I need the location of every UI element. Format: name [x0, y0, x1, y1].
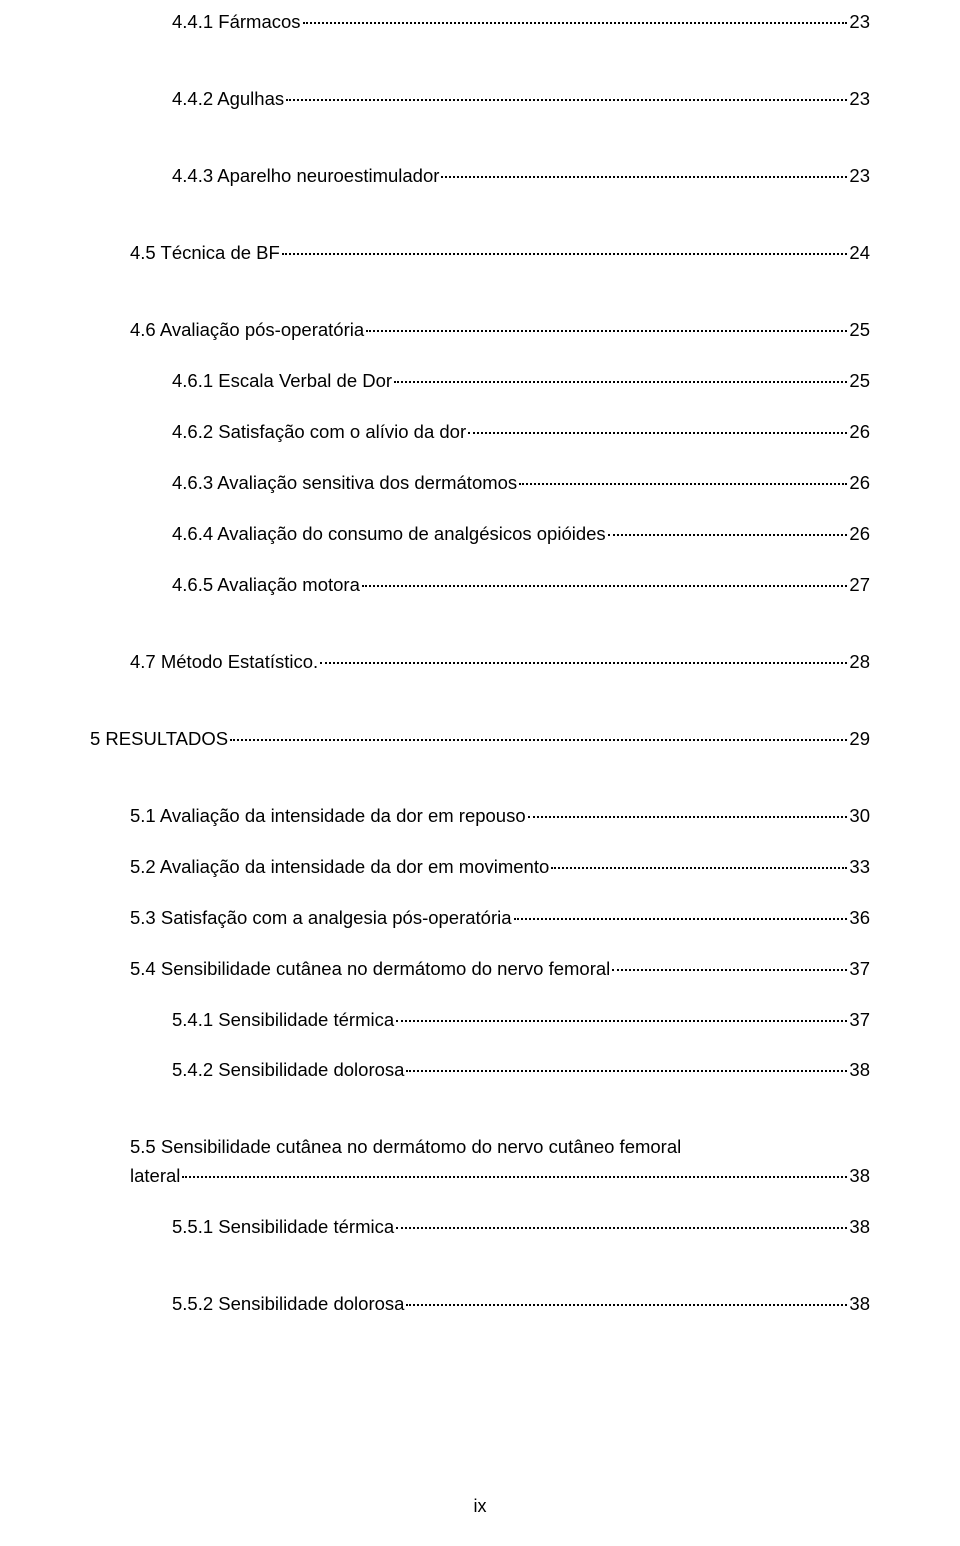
toc-leader	[519, 483, 847, 485]
page-number: ix	[0, 1494, 960, 1518]
toc-page-number: 26	[849, 420, 870, 445]
toc-entry: 4.6.4 Avaliação do consumo de analgésico…	[90, 522, 870, 547]
toc-entry: 5.4 Sensibilidade cutânea no dermátomo d…	[90, 957, 870, 982]
toc-label: 5.5.1 Sensibilidade térmica	[172, 1215, 394, 1240]
toc-entry: 4.6.2 Satisfação com o alívio da dor 26	[90, 420, 870, 445]
toc-label: 4.6.1 Escala Verbal de Dor	[172, 369, 392, 394]
toc-page-number: 24	[849, 241, 870, 266]
toc-entry: 4.6.3 Avaliação sensitiva dos dermátomos…	[90, 471, 870, 496]
toc-entry-continuation: lateral 38	[130, 1164, 870, 1189]
table-of-contents: 4.4.1 Fármacos234.4.2 Agulhas234.4.3 Apa…	[90, 10, 870, 1317]
toc-page-number: 38	[849, 1215, 870, 1240]
toc-label: 5.5 Sensibilidade cutânea no dermátomo d…	[130, 1135, 870, 1160]
toc-page-number: 25	[849, 369, 870, 394]
toc-label: lateral	[130, 1164, 180, 1189]
toc-label: 4.6.4 Avaliação do consumo de analgésico…	[172, 522, 606, 547]
toc-leader	[514, 918, 848, 920]
toc-leader	[608, 534, 848, 536]
toc-page-number: 38	[849, 1058, 870, 1083]
toc-leader	[396, 1227, 847, 1229]
toc-leader	[406, 1304, 847, 1306]
toc-leader	[230, 739, 847, 741]
toc-entry: 5.1 Avaliação da intensidade da dor em r…	[90, 804, 870, 829]
toc-label: 4.5 Técnica de BF	[130, 241, 280, 266]
toc-leader	[366, 330, 847, 332]
toc-leader	[468, 432, 847, 434]
toc-entry: 5.2 Avaliação da intensidade da dor em m…	[90, 855, 870, 880]
toc-entry: 4.4.3 Aparelho neuroestimulador 23	[90, 164, 870, 189]
toc-page-number: 30	[849, 804, 870, 829]
toc-entry: 4.4.2 Agulhas 23	[90, 87, 870, 112]
toc-page-number: 26	[849, 522, 870, 547]
toc-leader	[282, 253, 848, 255]
toc-entry: 4.5 Técnica de BF 24	[90, 241, 870, 266]
toc-label: 4.6.5 Avaliação motora	[172, 573, 360, 598]
toc-label: 5.1 Avaliação da intensidade da dor em r…	[130, 804, 526, 829]
toc-entry: 5.5.2 Sensibilidade dolorosa 38	[90, 1292, 870, 1317]
toc-page-number: 23	[849, 164, 870, 189]
toc-leader	[396, 1020, 847, 1022]
toc-label: 4.7 Método Estatístico.	[130, 650, 318, 675]
toc-label: 5.2 Avaliação da intensidade da dor em m…	[130, 855, 549, 880]
toc-label: 4.4.2 Agulhas	[172, 87, 284, 112]
toc-page-number: 38	[849, 1164, 870, 1189]
toc-label: 5.4 Sensibilidade cutânea no dermátomo d…	[130, 957, 610, 982]
toc-leader	[362, 585, 848, 587]
toc-leader	[441, 176, 847, 178]
toc-leader	[303, 22, 848, 24]
toc-leader	[320, 662, 847, 664]
toc-label: 5.3 Satisfação com a analgesia pós-opera…	[130, 906, 512, 931]
toc-page-number: 37	[849, 957, 870, 982]
toc-label: 5 RESULTADOS	[90, 727, 228, 752]
toc-page-number: 33	[849, 855, 870, 880]
toc-entry: 4.7 Método Estatístico. 28	[90, 650, 870, 675]
toc-page-number: 23	[849, 10, 870, 35]
toc-entry: 5.5 Sensibilidade cutânea no dermátomo d…	[90, 1135, 870, 1189]
toc-label: 4.4.3 Aparelho neuroestimulador	[172, 164, 439, 189]
toc-page-number: 26	[849, 471, 870, 496]
toc-page-number: 29	[849, 727, 870, 752]
toc-leader	[406, 1070, 847, 1072]
toc-label: 5.4.1 Sensibilidade térmica	[172, 1008, 394, 1033]
toc-leader	[612, 969, 847, 971]
toc-entry: 5.4.2 Sensibilidade dolorosa 38	[90, 1058, 870, 1083]
toc-entry: 5.5.1 Sensibilidade térmica 38	[90, 1215, 870, 1240]
toc-label: 5.4.2 Sensibilidade dolorosa	[172, 1058, 404, 1083]
toc-label: 4.6.3 Avaliação sensitiva dos dermátomos	[172, 471, 517, 496]
toc-entry: 4.6.5 Avaliação motora 27	[90, 573, 870, 598]
toc-entry: 4.6 Avaliação pós-operatória 25	[90, 318, 870, 343]
toc-page-number: 23	[849, 87, 870, 112]
toc-leader	[182, 1176, 847, 1178]
toc-label: 4.6.2 Satisfação com o alívio da dor	[172, 420, 466, 445]
toc-leader	[551, 867, 847, 869]
toc-page-number: 25	[849, 318, 870, 343]
toc-page-number: 36	[849, 906, 870, 931]
document-page: 4.4.1 Fármacos234.4.2 Agulhas234.4.3 Apa…	[0, 0, 960, 1546]
toc-page-number: 28	[849, 650, 870, 675]
toc-entry: 5.4.1 Sensibilidade térmica 37	[90, 1008, 870, 1033]
toc-leader	[286, 99, 847, 101]
toc-page-number: 27	[849, 573, 870, 598]
toc-entry: 4.6.1 Escala Verbal de Dor 25	[90, 369, 870, 394]
toc-label: 5.5.2 Sensibilidade dolorosa	[172, 1292, 404, 1317]
toc-leader	[528, 816, 848, 818]
toc-page-number: 37	[849, 1008, 870, 1033]
toc-entry: 4.4.1 Fármacos 23	[90, 10, 870, 35]
toc-entry: 5 RESULTADOS 29	[90, 727, 870, 752]
toc-page-number: 38	[849, 1292, 870, 1317]
toc-entry: 5.3 Satisfação com a analgesia pós-opera…	[90, 906, 870, 931]
toc-label: 4.4.1 Fármacos	[172, 10, 301, 35]
toc-label: 4.6 Avaliação pós-operatória	[130, 318, 364, 343]
toc-leader	[394, 381, 847, 383]
